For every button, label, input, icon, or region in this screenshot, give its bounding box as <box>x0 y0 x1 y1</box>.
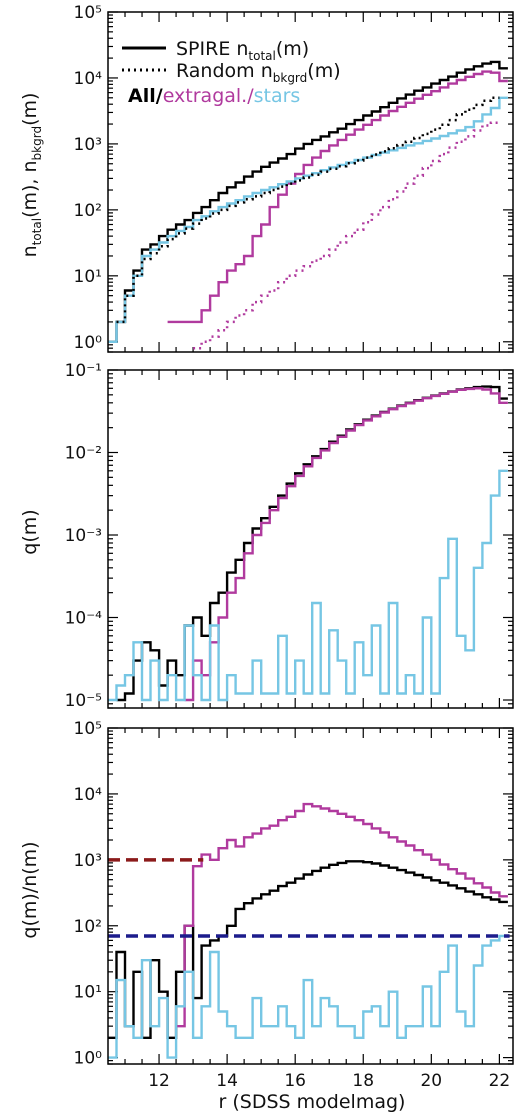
ytick-label: 10² <box>74 201 102 221</box>
ytick-label: 10⁻² <box>65 444 102 464</box>
ytick-label: 10⁴ <box>74 69 103 89</box>
ytick-label: 10⁻³ <box>65 526 102 546</box>
legend-solid-text: SPIRE ntotal(m) <box>176 38 309 63</box>
xtick-label: 12 <box>148 1071 170 1091</box>
series-line <box>108 60 508 343</box>
legend-slash-2: / <box>247 85 254 107</box>
top-panel: 10⁰ 10¹ 10² 10³ 10⁴ 10⁵ <box>74 3 514 353</box>
legend-dotted-text: Random nbkgrd(m) <box>176 60 341 85</box>
bottom-plot-area <box>108 802 510 1059</box>
legend-dotted-tail: (m) <box>307 60 340 82</box>
series-line <box>116 96 500 324</box>
ytick-label: 10⁵ <box>74 719 102 739</box>
middle-panel: 10⁻⁵ 10⁻⁴ 10⁻³ 10⁻² 10⁻¹ <box>65 361 514 711</box>
xtick-label: 20 <box>420 1071 442 1091</box>
bottom-panel: 10⁰ 10¹ 10² 10³ 10⁴ 10⁵ 12 14 16 18 20 22 <box>74 719 514 1091</box>
xtick-label: 16 <box>284 1071 306 1091</box>
legend-extragal: extragal. <box>163 85 248 107</box>
series-line <box>108 96 508 343</box>
legend-solid-sub: total <box>248 49 275 63</box>
ytick-label: 10⁰ <box>74 1049 103 1069</box>
ytick-label: 10³ <box>74 135 102 155</box>
top-ylabel: ntotal(m), nbkgrd(m) <box>19 93 44 258</box>
series-line <box>184 387 508 702</box>
ytick-label: 10³ <box>74 851 102 871</box>
ytick-label: 10² <box>74 917 102 937</box>
xtick-label: 22 <box>489 1071 511 1091</box>
xtick-label: 14 <box>216 1071 238 1091</box>
series-line <box>108 469 508 702</box>
ytick-label: 10⁵ <box>74 3 102 23</box>
bottom-frame <box>107 727 514 1065</box>
series-line <box>176 802 508 1028</box>
middle-plot-area <box>108 385 508 702</box>
series-line <box>108 934 508 1059</box>
top-plot-area <box>108 60 508 350</box>
series-line <box>193 121 500 350</box>
middle-ylabel: q(m) <box>19 509 41 554</box>
ytick-label: 10¹ <box>74 267 102 287</box>
legend-stars: stars <box>254 85 301 107</box>
bottom-ylabel: q(m)/n(m) <box>19 841 41 938</box>
legend-solid-tail: (m) <box>276 38 309 60</box>
ytick-label: 10⁻⁴ <box>65 609 103 629</box>
series-line <box>167 70 508 324</box>
legend-solid-label: SPIRE n <box>176 38 248 60</box>
legend-slash: / <box>156 85 163 107</box>
legend-all: All <box>128 85 156 107</box>
legend-groups: All/extragal./stars <box>128 85 300 107</box>
middle-frame <box>107 369 514 709</box>
ytick-label: 10⁻¹ <box>65 361 102 381</box>
x-axis-title: r (SDSS modelmag) <box>219 1091 406 1113</box>
top-frame <box>107 11 514 353</box>
ytick-label: 10¹ <box>74 983 102 1003</box>
ytick-label: 10⁰ <box>74 333 103 353</box>
xtick-label: 18 <box>352 1071 374 1091</box>
legend-dotted-sub: bkgrd <box>273 71 308 85</box>
legend: SPIRE ntotal(m) Random nbkgrd(m) All/ext… <box>122 38 341 107</box>
ytick-label: 10⁴ <box>74 785 103 805</box>
ytick-label: 10⁻⁵ <box>65 691 102 711</box>
legend-dotted-label: Random n <box>176 60 273 82</box>
